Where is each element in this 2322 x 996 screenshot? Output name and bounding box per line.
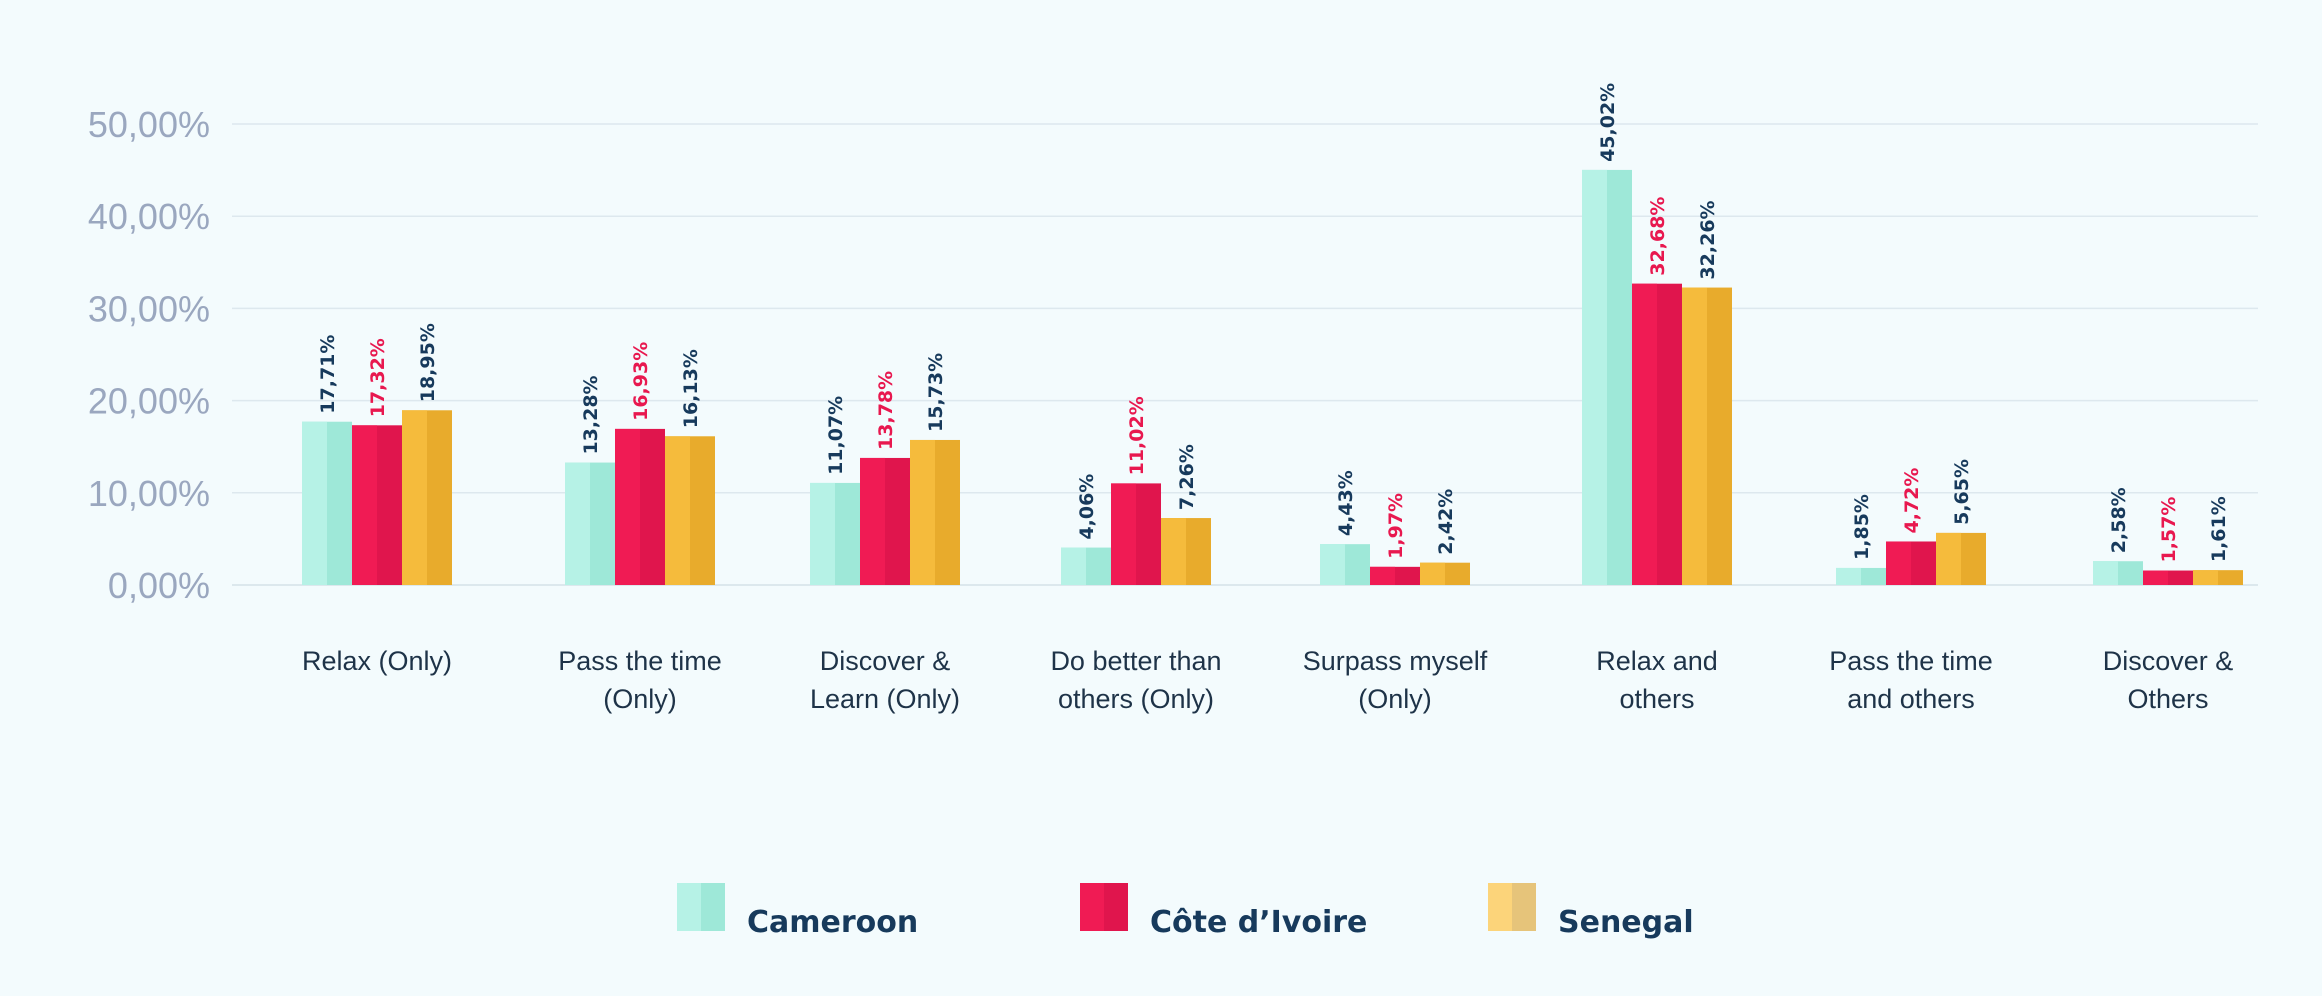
bar-highlight [352,425,377,585]
y-tick-label: 0,00% [108,565,210,606]
x-tick-label: Do better than [1050,646,1221,676]
bar-highlight [860,457,885,585]
y-tick-label: 30,00% [88,288,210,329]
bar-highlight [2093,561,2118,585]
bar-group: 17,71% 17,32% 18,95% [302,323,452,585]
legend-swatch [701,883,725,931]
data-label: 32,26% [1697,200,1719,279]
data-label: 17,71% [317,335,339,414]
bar-highlight [1420,562,1445,585]
data-label: 16,93% [630,342,652,421]
bar-highlight [1320,544,1345,585]
bar-highlight [910,439,935,585]
data-label: 2,42% [1435,489,1457,555]
bar-group: 13,28% 16,93% 16,13% [565,342,715,585]
bar-highlight [1936,532,1961,585]
bar-highlight [1370,566,1395,585]
data-label: 15,73% [925,353,947,432]
data-label: 13,78% [875,371,897,450]
bar-highlight [1111,483,1136,585]
x-tick-label: (Only) [603,684,677,714]
bar-highlight [1886,541,1911,585]
data-label: 7,26% [1176,444,1198,510]
data-label: 11,07% [825,396,847,475]
legend-swatch [1104,883,1128,931]
x-tick-label: others [1619,684,1694,714]
bar-group: 2,58% 1,57% 1,61% [2093,487,2243,585]
bar-highlight [302,421,327,585]
bar-highlight [402,410,427,585]
bar-highlight [1582,169,1607,586]
bar-highlight [665,436,690,585]
bar-group: 11,07% 13,78% 15,73% [810,353,960,585]
x-tick-label: Relax and [1596,646,1718,676]
x-tick-label: Pass the time [558,646,722,676]
data-label: 4,43% [1335,470,1357,536]
bar-highlight [615,428,640,585]
data-label: 1,85% [1851,494,1873,560]
data-label: 2,58% [2108,487,2130,553]
bar-group: 4,06% 11,02% 7,26% [1061,396,1211,585]
y-tick-label: 40,00% [88,196,210,237]
legend-swatch [1080,883,1104,931]
data-label: 1,97% [1385,493,1407,559]
legend-label: Senegal [1558,905,1694,940]
y-tick-label: 10,00% [88,473,210,514]
bar-group: 4,43% 1,97% 2,42% [1320,470,1470,585]
data-label: 13,28% [580,375,602,454]
bar-highlight [2193,570,2218,585]
bar-highlight [1836,567,1861,585]
bar-highlight [565,462,590,585]
data-label: 4,06% [1076,474,1098,540]
data-label: 45,02% [1597,83,1619,162]
bar-highlight [2143,570,2168,585]
legend-swatch [677,883,701,931]
x-tick-label: others (Only) [1058,684,1214,714]
bar-highlight [810,482,835,585]
x-tick-label: Others [2127,684,2208,714]
x-tick-label: Discover & [2103,646,2234,676]
data-label: 4,72% [1901,468,1923,534]
bar-highlight [1682,287,1707,585]
x-tick-label: Learn (Only) [810,684,960,714]
legend-swatch [1512,883,1536,931]
y-tick-label: 50,00% [88,104,210,145]
data-label: 11,02% [1126,396,1148,475]
bar-group: 45,02% 32,68% 32,26% [1582,83,1732,586]
x-tick-label: Pass the time [1829,646,1993,676]
x-tick-label: and others [1847,684,1975,714]
x-tick-label: Discover & [820,646,951,676]
data-label: 1,61% [2208,496,2230,562]
data-label: 18,95% [417,323,439,402]
data-label: 1,57% [2158,497,2180,563]
x-tick-label: (Only) [1358,684,1432,714]
legend-swatch [1488,883,1512,931]
bar-highlight [1061,547,1086,585]
y-tick-label: 20,00% [88,381,210,422]
x-tick-label: Relax (Only) [302,646,452,676]
data-label: 32,68% [1647,197,1669,276]
data-label: 17,32% [367,338,389,417]
bar-highlight [1632,283,1657,585]
legend-label: Cameroon [747,905,918,940]
data-label: 16,13% [680,349,702,428]
data-label: 5,65% [1951,459,1973,525]
bar-highlight [1161,518,1186,585]
x-tick-label: Surpass myself [1303,646,1488,676]
legend-label: Côte d’Ivoire [1150,905,1367,940]
bar-group: 1,85% 4,72% 5,65% [1836,459,1986,585]
